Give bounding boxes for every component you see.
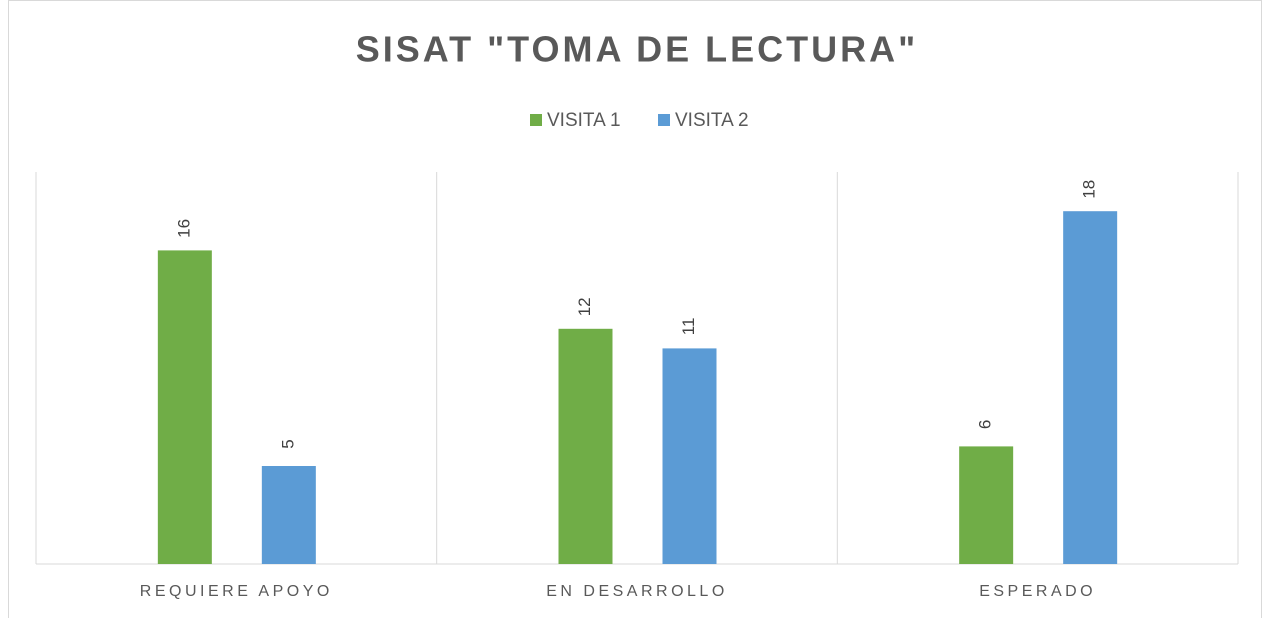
x-tick-label: ESPERADO (979, 583, 1096, 600)
data-label: 5 (278, 439, 297, 448)
data-label: 18 (1080, 180, 1099, 199)
chart-title: SISAT "TOMA DE LECTURA" (356, 29, 918, 70)
bar (1063, 211, 1118, 564)
bar (261, 466, 316, 564)
data-label: 6 (976, 420, 995, 429)
data-label: 11 (679, 318, 698, 336)
legend-swatch (530, 114, 542, 126)
x-tick-label: REQUIERE APOYO (140, 583, 333, 600)
legend-swatch (658, 114, 670, 126)
chart-frame (8, 0, 1262, 618)
bar (157, 250, 212, 564)
bar (662, 348, 717, 564)
data-label: 12 (575, 297, 594, 316)
data-label: 16 (174, 219, 193, 238)
legend-label: VISITA 2 (675, 110, 749, 131)
legend-label: VISITA 1 (547, 110, 621, 131)
x-tick-label: EN DESARROLLO (546, 583, 728, 600)
bar (959, 446, 1014, 564)
bar (558, 328, 613, 564)
